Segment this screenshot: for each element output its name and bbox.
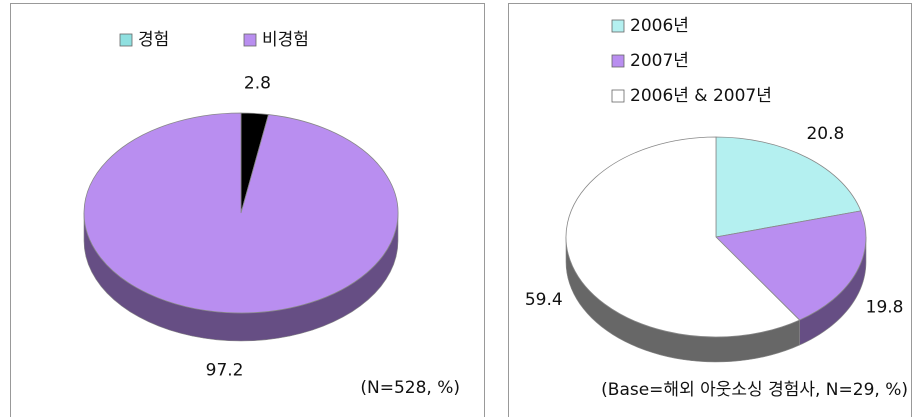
legend-swatch [611,89,625,103]
panel-right [508,3,912,417]
data-label: 2.8 [244,74,271,94]
data-label: 59.4 [525,290,563,310]
note: (N=528, %) [360,378,460,398]
legend-label: 비경험 [262,30,309,50]
slice [715,210,867,321]
legend-swatch [243,33,257,47]
legend-label: 2007년 [630,51,689,71]
data-label: 20.8 [806,124,844,144]
panel-left [10,3,485,417]
data-label: 19.8 [866,298,904,318]
legend-swatch [611,54,625,68]
legend-label: 경험 [138,30,169,50]
data-label: 97.2 [206,360,244,380]
legend-label: 2006년 [630,16,689,36]
note: (Base=해외 아웃소싱 경험사, N=29, %) [601,380,908,400]
slice [715,136,862,238]
legend-swatch [611,19,625,33]
legend-swatch [119,33,133,47]
slice [83,112,399,314]
legend-label: 2006년 & 2007년 [630,86,772,106]
slice [565,136,801,338]
